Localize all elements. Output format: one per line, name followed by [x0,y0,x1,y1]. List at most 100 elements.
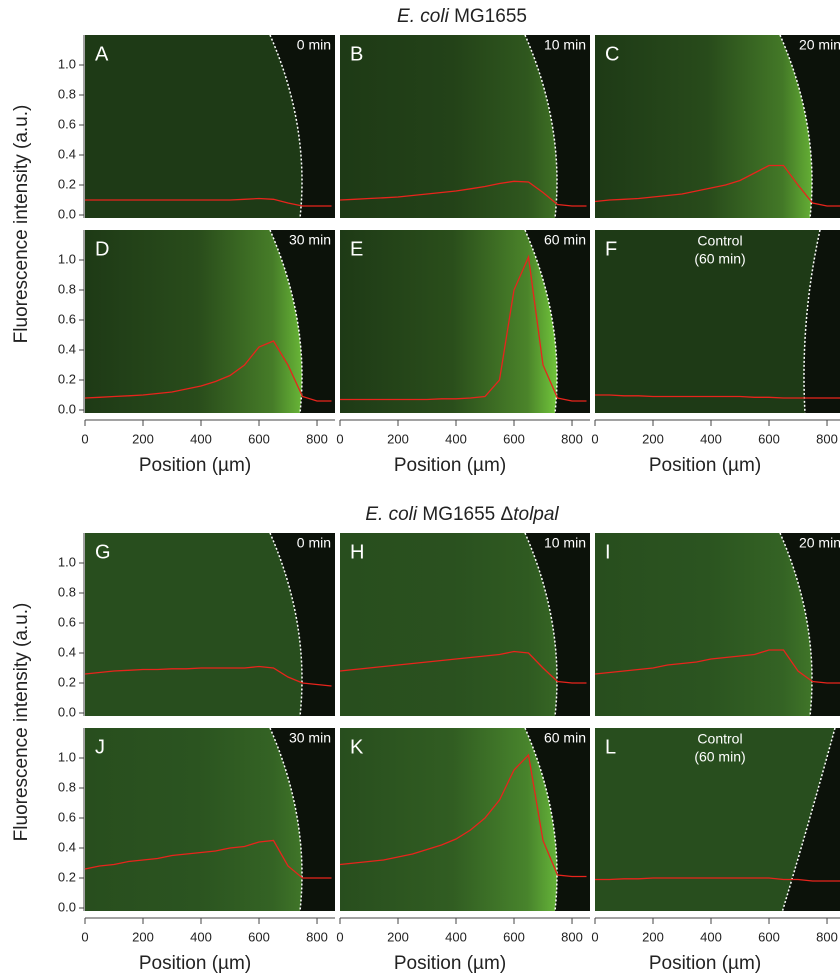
x-tick-label: 800 [561,929,583,944]
x-tick-label: 200 [642,431,664,446]
y-tick-label: 0.6 [58,311,76,326]
panel: G 0 min 0.0 0.2 0.4 0.6 0.8 1.0 [58,532,335,719]
y-tick-label: 0.4 [58,341,76,356]
y-tick-label: 1.0 [58,251,76,266]
boundary [524,229,558,414]
y-tick-label: 0.6 [58,809,76,824]
intensity-line [339,650,587,684]
x-tick-label: 0 [336,929,343,944]
boundary [269,229,303,414]
intensity-line [84,839,332,879]
y-tick-label: 0.2 [58,176,76,191]
x-tick-label: 800 [816,431,838,446]
boundary [779,34,813,219]
intensity-line [594,649,840,684]
x-tick-label: 600 [248,929,270,944]
y-tick-label: 1.0 [58,554,76,569]
panel-letter: H [350,541,364,563]
x-tick-label: 200 [132,431,154,446]
y-tick-label: 0.2 [58,869,76,884]
y-tick-label: 1.0 [58,56,76,71]
x-tick-label: 400 [190,929,212,944]
x-tick-label: 400 [700,929,722,944]
condition-label: (60 min) [694,749,745,765]
x-tick-label: 0 [81,431,88,446]
y-tick-label: 0.8 [58,86,76,101]
time-label: 10 min [544,535,586,551]
dark-region [270,35,335,218]
dark-region [270,230,335,413]
y-tick-label: 0.4 [58,146,76,161]
time-label: 0 min [297,535,331,551]
y-tick-label: 0.0 [58,704,76,719]
y-tick-label: 0.0 [58,401,76,416]
panel: C 20 min [594,34,840,219]
dark-region [780,35,840,218]
intensity-line [85,197,332,207]
intensity-line [84,340,332,402]
panel: H 10 min [339,532,590,717]
panel: E 60 min 0 200 400 600 800 Position (µm) [336,229,590,476]
intensity-line [339,753,587,878]
x-tick-label: 200 [132,929,154,944]
dark-region [525,533,590,716]
dark-region [525,35,590,218]
panel-letter: C [605,43,619,65]
intensity-line [339,180,587,207]
x-axis-label: Position (µm) [139,455,251,476]
y-tick-label: 0.6 [58,116,76,131]
dark-region [525,230,590,413]
x-axis-label: Position (µm) [649,455,761,476]
time-label: 30 min [289,730,331,746]
panel: D 30 min 0.0 0.2 0.4 0.6 0.8 1.0 0 200 400 600 800 Po… [58,229,335,476]
time-label: 0 min [297,37,331,53]
x-axis-label: Position (µm) [394,953,506,974]
x-tick-label: 0 [591,929,598,944]
condition-label: Control [697,731,742,747]
x-tick-label: 400 [700,431,722,446]
boundary [269,727,303,912]
x-tick-label: 800 [816,929,838,944]
y-tick-label: 0.8 [58,584,76,599]
intensity-line [595,394,840,399]
panel-letter: A [95,43,109,65]
y-tick-label: 0.8 [58,281,76,296]
boundary [524,727,558,912]
title-part: E. coli [397,6,450,27]
panel-letter: E [350,238,363,260]
dark-region [525,728,590,911]
panel: A 0 min 0.0 0.2 0.4 0.6 0.8 1.0 [58,34,335,221]
x-tick-label: 800 [306,431,328,446]
x-tick-label: 200 [387,431,409,446]
panel-letter: G [95,541,111,563]
x-tick-label: 600 [503,929,525,944]
y-tick-label: 0.0 [58,206,76,221]
x-tick-label: 0 [81,929,88,944]
time-label: 30 min [289,232,331,248]
panel: K 60 min 0 200 400 600 800 Position (µm) [336,727,590,974]
boundary [524,532,558,717]
dark-region [804,230,840,413]
x-axis-label: Position (µm) [394,455,506,476]
panel-letter: K [350,736,364,758]
x-tick-label: 400 [445,431,467,446]
panel-letter: I [605,541,611,563]
image-background [595,230,840,413]
title-part: MG1655 Δ [417,504,513,525]
x-axis-label: Position (µm) [649,953,761,974]
dark-region [270,728,335,911]
panel: F Control (60 min) 0 200 400 600 800 Position (µ… [591,229,840,476]
group-title: E. coli MG1655 Δtolpal [365,504,559,525]
y-tick-label: 0.8 [58,779,76,794]
y-tick-label: 0.2 [58,674,76,689]
condition-label: Control [697,233,742,249]
x-tick-label: 800 [561,431,583,446]
x-tick-label: 600 [758,929,780,944]
y-tick-label: 0.6 [58,614,76,629]
x-tick-label: 600 [758,431,780,446]
x-tick-label: 400 [445,929,467,944]
time-label: 10 min [544,37,586,53]
y-tick-label: 1.0 [58,749,76,764]
y-tick-label: 0.0 [58,899,76,914]
